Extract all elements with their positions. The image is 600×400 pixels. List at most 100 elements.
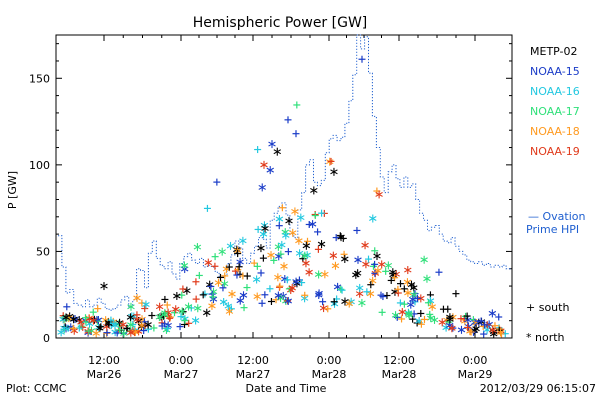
north-marker xyxy=(366,289,375,298)
y-tick-label: 100 xyxy=(29,159,50,172)
north-marker-spoke xyxy=(261,225,269,231)
north-marker-spoke xyxy=(405,311,413,317)
footer-timestamp: 2012/03/29 06:15:07 xyxy=(480,382,596,395)
north-marker-spoke xyxy=(127,322,135,328)
north-marker xyxy=(438,318,446,327)
south-marker xyxy=(235,263,243,271)
north-marker xyxy=(291,207,299,216)
north-marker-spoke xyxy=(355,285,364,291)
north-marker xyxy=(205,280,214,289)
north-marker xyxy=(239,291,248,300)
north-marker-spoke xyxy=(193,244,202,250)
north-marker-spoke xyxy=(62,314,70,320)
y-axis-ticks: 0 50 100 150 xyxy=(29,43,512,345)
south-marker xyxy=(207,282,215,290)
north-marker-spoke xyxy=(308,221,317,227)
north-marker-spoke xyxy=(60,325,68,331)
north-marker-spoke xyxy=(310,187,318,193)
north-marker-spoke xyxy=(374,268,382,274)
north-marker-spoke xyxy=(330,169,338,175)
north-marker-spoke xyxy=(398,309,407,315)
north-marker xyxy=(464,315,472,324)
north-marker-spoke xyxy=(226,243,235,249)
north-marker-spoke xyxy=(362,261,370,267)
south-marker xyxy=(314,245,322,253)
north-marker xyxy=(488,326,497,335)
north-marker-spoke xyxy=(302,243,311,249)
north-marker xyxy=(384,261,393,270)
south-marker xyxy=(319,298,327,306)
north-marker xyxy=(288,283,296,292)
south-marker xyxy=(330,298,338,306)
north-marker-spoke xyxy=(218,249,226,255)
north-marker-spoke xyxy=(284,298,292,304)
south-marker xyxy=(278,204,286,212)
south-marker xyxy=(209,293,217,301)
north-marker xyxy=(127,302,135,311)
south-marker xyxy=(240,304,248,312)
north-marker xyxy=(183,286,191,295)
south-marker xyxy=(140,327,148,335)
south-marker xyxy=(161,320,169,328)
north-marker xyxy=(219,298,228,307)
south-marker xyxy=(221,272,229,280)
north-marker xyxy=(253,292,261,301)
south-marker xyxy=(254,146,262,154)
marker-legend-item: * north xyxy=(526,331,565,344)
south-marker xyxy=(199,291,207,299)
north-marker-spoke xyxy=(155,304,164,310)
north-marker-spoke xyxy=(209,289,218,295)
south-marker xyxy=(420,315,428,323)
north-marker-spoke xyxy=(301,253,309,259)
north-marker-spoke xyxy=(472,326,480,332)
north-marker xyxy=(214,278,223,287)
north-marker xyxy=(377,260,386,269)
north-marker-spoke xyxy=(130,314,138,320)
north-marker-spoke xyxy=(446,314,454,320)
south-marker xyxy=(318,209,326,217)
south-marker xyxy=(365,255,373,263)
north-marker xyxy=(252,275,261,284)
south-marker xyxy=(383,292,391,300)
north-marker-spoke xyxy=(184,304,193,310)
south-marker xyxy=(267,298,275,306)
north-marker xyxy=(331,261,340,270)
south-marker xyxy=(426,310,434,318)
north-marker-spoke xyxy=(144,322,152,328)
north-marker-spoke xyxy=(239,238,247,244)
south-marker xyxy=(243,284,251,292)
south-marker xyxy=(314,228,322,236)
y-tick-label: 0 xyxy=(43,332,50,345)
north-marker-spoke xyxy=(126,314,135,320)
south-marker xyxy=(327,157,335,165)
north-marker-spoke xyxy=(220,281,229,287)
north-marker xyxy=(358,298,366,307)
north-marker xyxy=(374,266,382,275)
north-marker xyxy=(258,183,266,192)
south-marker xyxy=(176,323,184,331)
footer-plot-credit: Plot: CCMC xyxy=(6,382,67,395)
south-marker xyxy=(185,319,193,327)
north-marker-spoke xyxy=(288,285,296,291)
south-marker xyxy=(166,314,174,322)
north-marker-spoke xyxy=(258,184,266,190)
north-marker-spoke xyxy=(239,292,248,298)
marker-legend-item: + south xyxy=(526,301,569,314)
north-marker xyxy=(284,296,292,305)
north-marker xyxy=(362,260,370,269)
north-marker xyxy=(120,329,128,338)
south-marker xyxy=(367,281,375,289)
north-marker-spoke xyxy=(295,250,304,256)
south-marker xyxy=(481,321,489,329)
north-marker xyxy=(341,255,349,264)
north-marker-spoke xyxy=(260,222,269,228)
north-marker xyxy=(274,273,282,282)
north-marker xyxy=(361,241,369,250)
north-marker-spoke xyxy=(341,256,349,262)
north-marker-spoke xyxy=(133,295,141,301)
north-marker xyxy=(345,299,353,308)
x-tick-label-date: Mar27 xyxy=(236,368,271,381)
north-marker xyxy=(310,186,318,195)
legend: METP-02 NOAA-15 NOAA-16 NOAA-17 NOAA-18 NOAA-… xyxy=(530,45,580,158)
